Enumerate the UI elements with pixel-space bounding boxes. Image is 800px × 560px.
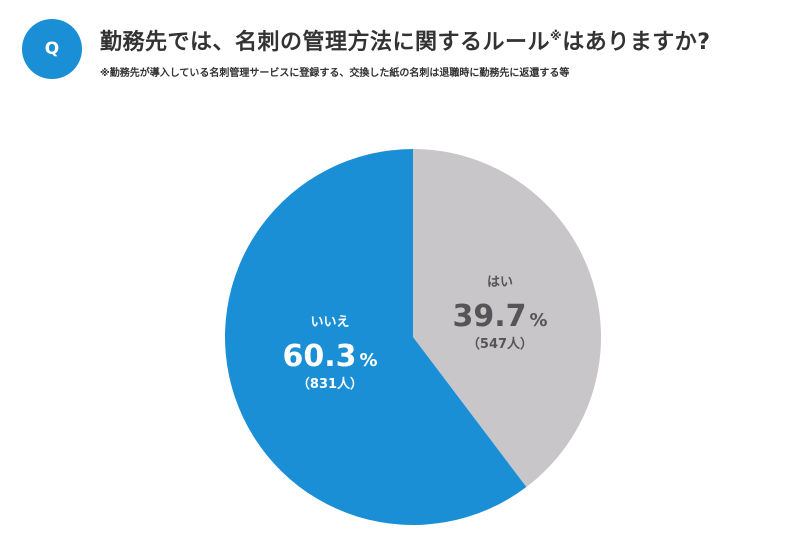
slice-percent-yes: 39.7% xyxy=(452,299,547,334)
slice-percent-unit-no: % xyxy=(359,350,377,371)
slice-percent-no: 60.3% xyxy=(282,339,377,374)
footnote-note: ※勤務先が導入している名刺管理サービスに登録する、交換した紙の名刺は退職時に勤務… xyxy=(100,68,570,79)
slice-count-yes: （547人） xyxy=(467,336,533,352)
slice-percent-value-yes: 39.7 xyxy=(452,299,526,334)
question-title: 勤務先では、名刺の管理方法に関するルール※はありますか? xyxy=(100,24,710,56)
slice-name-yes: はい xyxy=(487,275,513,290)
slice-label-no: いいえ 60.3 % （831人） xyxy=(282,315,377,392)
question-title-text: 勤務先では、名刺の管理方法に関するルール xyxy=(100,30,551,55)
pie-slice-no xyxy=(225,149,527,525)
question-badge-label: Q xyxy=(44,39,60,59)
slice-count-no: （831人） xyxy=(297,376,363,392)
pie-slice-yes xyxy=(413,149,602,487)
footnote-mark: ※ xyxy=(550,29,563,43)
slice-label-yes: はい 39.7 % （547人） xyxy=(452,275,547,352)
question-badge: Q xyxy=(22,19,82,79)
question-title-suffix: はありますか? xyxy=(562,30,711,55)
slice-percent-value-no: 60.3 xyxy=(282,339,356,374)
slice-percent-unit-yes: % xyxy=(529,310,547,331)
slice-name-no: いいえ xyxy=(310,315,349,330)
